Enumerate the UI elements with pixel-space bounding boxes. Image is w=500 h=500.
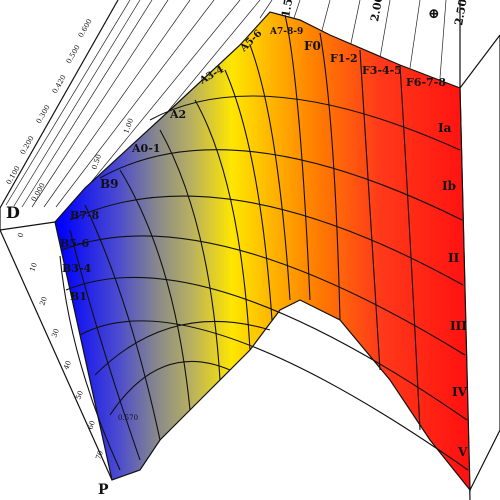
top-scale-label-3: 2.50 <box>452 0 470 27</box>
left-diag-tick-5: 0.200 <box>19 135 36 156</box>
spectral-label-a7-8-9: A7-8-9 <box>269 27 303 37</box>
left-v-tick-5: 50 <box>74 390 85 401</box>
spectral-label-f1-2: F1-2 <box>330 52 358 65</box>
surface-grid-spectral <box>59 14 421 471</box>
luminosity-label-ia: Ia <box>438 121 452 135</box>
p-axis-label: P <box>98 482 109 498</box>
luminosity-label-iii: III <box>450 319 467 333</box>
spectral-label-f3-4-5: F3-4-5 <box>362 64 402 77</box>
left-v-tick-4: 40 <box>62 360 73 371</box>
luminosity-label-v: V <box>457 445 468 459</box>
left-v-tick-6: 60 <box>86 420 97 431</box>
spectral-label-b1: B1 <box>70 290 87 303</box>
top-scale-label-2: 2.00 <box>368 0 386 23</box>
luminosity-label-iv: IV <box>452 385 468 399</box>
left-diag-tick-7: 0.000 <box>30 182 47 203</box>
spectral-label-b7-8: B7-8 <box>70 209 100 222</box>
spectral-label-a0-1: A0-1 <box>131 142 160 155</box>
color-surface <box>54 11 471 492</box>
luminosity-label-ii: II <box>448 251 460 265</box>
sun-symbol-icon: ⊕ <box>428 6 440 22</box>
spectral-label-b3-4: B3-4 <box>62 262 92 275</box>
spectral-label-a2: A2 <box>169 108 186 121</box>
surface-grid-luminosity <box>61 95 469 471</box>
left-diagonal-scale <box>5 0 261 209</box>
spectral-label-b5-6: B5-6 <box>60 237 90 250</box>
left-diag-tick-2: 0.500 <box>65 44 82 65</box>
spectral-label-f6-7-8: F6-7-8 <box>406 76 446 89</box>
left-diag-num-2: 0.50 <box>90 153 103 170</box>
left-diag-tick-3: 0.420 <box>51 74 68 95</box>
left-v-tick-7: 70 <box>94 450 105 461</box>
left-diag-num-1: 1.00 <box>122 117 135 134</box>
left-v-tick-1: 10 <box>28 262 39 273</box>
d-axis-label: D <box>6 203 20 222</box>
left-diag-tick-1: 0.600 <box>77 18 94 39</box>
spectral-label-f0: F0 <box>304 39 321 53</box>
left-v-tick-3: 30 <box>50 328 61 339</box>
left-v-tick-2: 20 <box>38 296 49 307</box>
left-v-tick-0: 0 <box>16 232 25 239</box>
spectral-label-b9: B9 <box>100 177 119 191</box>
bottom-tick: 0.570 <box>118 414 138 422</box>
luminosity-label-ib: Ib <box>442 179 456 193</box>
top-scale-label-1: 1.50 <box>279 0 297 19</box>
